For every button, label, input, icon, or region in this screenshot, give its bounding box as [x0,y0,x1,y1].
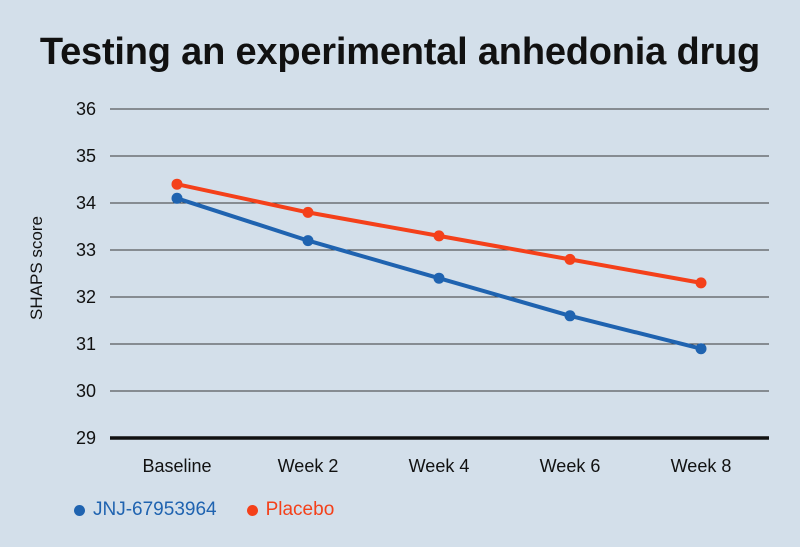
y-tick-31: 31 [76,334,96,354]
x-tick-week-2: Week 2 [278,456,339,476]
legend: JNJ-67953964 Placebo [74,497,334,523]
grid-layer [110,108,769,440]
x-tick-week-6: Week 6 [540,456,601,476]
point-placebo-2 [433,230,445,242]
point-placebo-3 [564,253,576,265]
point-placebo-1 [302,206,314,218]
point-jnj-67953964-3 [564,310,576,322]
y-tick-labels: 29 30 31 32 33 34 35 36 [76,99,96,448]
y-tick-32: 32 [76,287,96,307]
point-placebo-0 [171,178,183,190]
y-axis-label: SHAPS score [27,216,46,320]
point-jnj-67953964-1 [302,235,314,247]
y-tick-34: 34 [76,193,96,213]
y-tick-29: 29 [76,428,96,448]
y-tick-36: 36 [76,99,96,119]
legend-marker-jnj [74,504,85,516]
x-tick-labels: Baseline Week 2 Week 4 Week 6 Week 8 [142,456,731,476]
y-tick-35: 35 [76,146,96,166]
series-layer [171,178,707,355]
y-tick-30: 30 [76,381,96,401]
x-tick-week-8: Week 8 [671,456,732,476]
x-tick-baseline: Baseline [142,456,211,476]
legend-item-placebo: Placebo [246,499,335,521]
point-jnj-67953964-2 [433,272,445,284]
legend-item-jnj: JNJ-67953964 [74,499,217,521]
legend-label-jnj: JNJ-67953964 [93,499,217,520]
chart-title: Testing an experimental anhedonia drug [39,31,761,73]
y-tick-33: 33 [76,240,96,260]
point-jnj-67953964-4 [695,343,707,355]
legend-label-placebo: Placebo [265,499,335,520]
legend-marker-placebo [246,504,258,516]
x-tick-week-4: Week 4 [409,456,470,476]
point-placebo-4 [695,277,707,289]
point-jnj-67953964-0 [171,192,183,204]
